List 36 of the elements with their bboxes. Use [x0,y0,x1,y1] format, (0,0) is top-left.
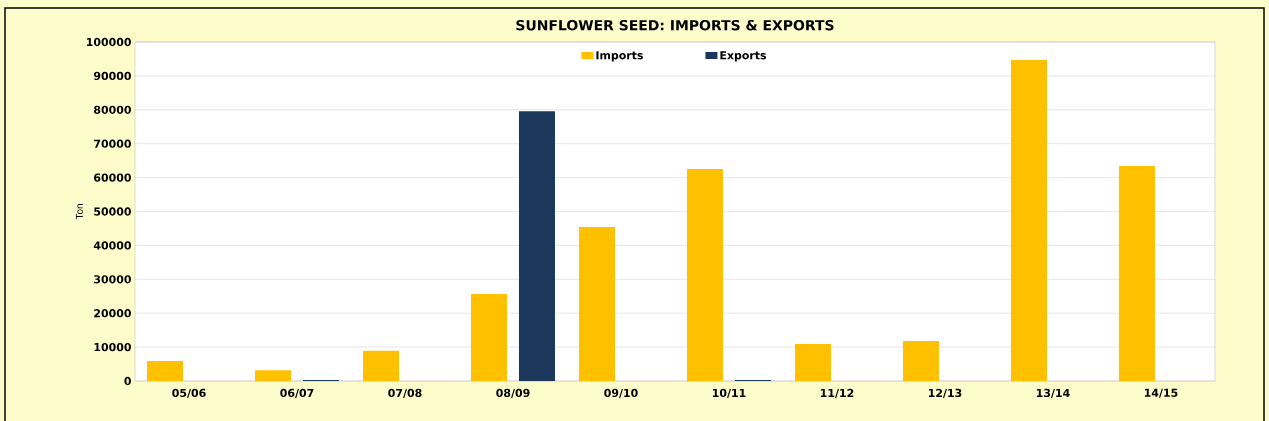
y-tick-label: 80000 [94,105,131,114]
x-tick-label: 09/10 [604,388,638,398]
bar [254,370,291,381]
y-tick-label: 40000 [93,241,131,250]
bar [1010,59,1047,381]
x-tick-label: 13/14 [1036,388,1070,398]
x-tick-label: 10/11 [712,388,746,398]
x-tick-label: 05/06 [172,388,206,398]
legend-label: Imports [596,51,643,62]
y-tick-label: 20000 [94,309,131,318]
y-tick-label: 30000 [94,275,131,284]
x-tick-label: 07/08 [388,388,422,398]
y-tick-label: 60000 [94,173,131,182]
bar [362,350,399,381]
y-tick-label: 90000 [93,71,131,81]
y-tick-label: 100000 [86,37,131,47]
x-tick-label: 06/07 [280,388,314,398]
bar [902,341,939,381]
bar [1118,166,1155,381]
y-tick-label: 50000 [94,207,131,216]
chart-title: SUNFLOWER SEED: IMPORTS & EXPORTS [516,19,834,31]
bar [686,169,723,381]
bar [470,293,507,381]
bar [578,227,615,381]
legend-label: Exports [720,51,767,62]
bar [518,111,555,381]
x-tick-label: 08/09 [496,388,530,398]
bar [794,344,831,381]
x-tick-label: 11/12 [820,388,854,398]
y-tick-label: 70000 [94,139,131,148]
x-tick-label: 12/13 [928,388,962,398]
y-tick-label: 0 [124,376,131,386]
x-tick-label: 14/15 [1144,388,1178,398]
y-tick-label: 10000 [94,342,131,352]
y-axis-title: Ton [75,204,83,220]
bar [147,361,183,381]
